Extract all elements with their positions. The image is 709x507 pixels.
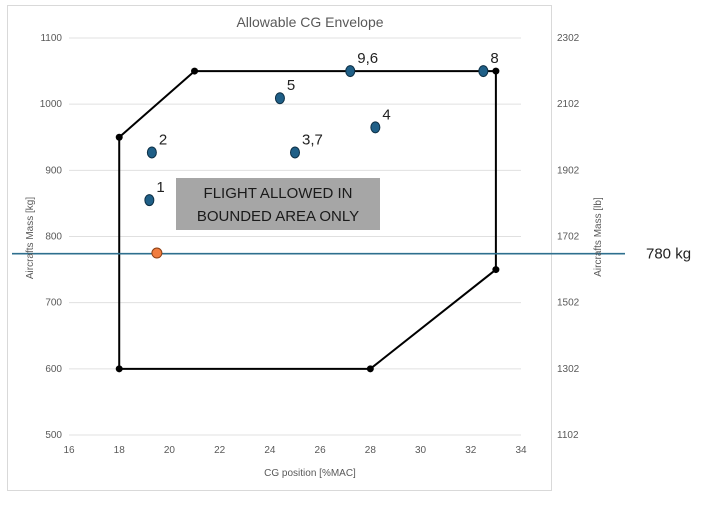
x-tick-3: 22 — [214, 445, 226, 456]
y2-tick-2: 1502 — [557, 298, 580, 309]
x-tick-1: 18 — [114, 445, 126, 456]
data-points: 1 2 5 3,7 9,6 4 8 — [144, 50, 499, 207]
data-point-label-1: 1 — [156, 179, 164, 196]
y2-tick-0: 1102 — [557, 430, 579, 441]
y-tick-1: 600 — [45, 364, 62, 375]
x-axis-label: CG position [%MAC] — [264, 468, 356, 479]
reference-line-label: 780 kg — [646, 246, 691, 263]
x-tick-0: 16 — [63, 445, 75, 456]
y2-tick-4: 1902 — [557, 165, 580, 176]
data-point-label-3: 5 — [287, 77, 295, 94]
data-point-5 — [345, 65, 356, 78]
data-point-label-6: 4 — [382, 106, 390, 123]
y-axis-ticks: 500 600 700 800 900 1000 1100 — [40, 33, 63, 441]
data-point-1 — [144, 194, 155, 207]
data-point-label-2: 2 — [159, 131, 167, 148]
banner-line-2: BOUNDED AREA ONLY — [197, 208, 359, 225]
data-point-6 — [370, 121, 381, 134]
chart-frame — [7, 5, 552, 491]
y2-axis-label: Aircrafts Mass [lb] — [593, 197, 604, 277]
banner-box — [176, 178, 380, 230]
data-point-label-4: 3,7 — [302, 131, 323, 148]
y2-tick-1: 1302 — [557, 364, 580, 375]
y2-tick-3: 1702 — [557, 232, 580, 243]
x-tick-7: 30 — [415, 445, 427, 456]
y-tick-3: 800 — [45, 232, 62, 243]
data-point-7 — [478, 65, 489, 78]
envelope-vertex-2 — [191, 67, 199, 75]
x-tick-5: 26 — [315, 445, 327, 456]
annotation-banner: FLIGHT ALLOWED IN BOUNDED AREA ONLY — [176, 178, 380, 230]
x-tick-2: 20 — [164, 445, 176, 456]
y-tick-6: 1100 — [40, 33, 62, 44]
chart-title: Allowable CG Envelope — [236, 14, 383, 30]
y-tick-0: 500 — [45, 430, 62, 441]
data-point-label-5: 9,6 — [357, 50, 378, 67]
data-point-4 — [290, 146, 300, 159]
banner-line-1: FLIGHT ALLOWED IN — [204, 185, 353, 202]
y2-tick-6: 2302 — [557, 33, 580, 44]
envelope-vertex-1 — [115, 133, 123, 141]
y-axis-label: Aircrafts Mass [kg] — [25, 197, 36, 279]
y-tick-4: 900 — [45, 165, 62, 176]
data-point-2 — [146, 146, 157, 159]
y2-tick-5: 2102 — [557, 99, 580, 110]
y2-axis-ticks: 1102 1302 1502 1702 1902 2102 2302 — [557, 33, 580, 441]
data-point-3 — [274, 92, 285, 105]
envelope-vertices — [115, 67, 500, 373]
envelope-vertex-4 — [492, 266, 500, 274]
x-tick-6: 28 — [365, 445, 377, 456]
envelope-vertex-3 — [492, 67, 500, 75]
x-tick-8: 32 — [465, 445, 477, 456]
x-axis-ticks: 16 18 20 22 24 26 28 30 32 34 — [63, 445, 527, 456]
y-tick-2: 700 — [45, 298, 62, 309]
envelope-vertex-5 — [366, 365, 374, 373]
x-tick-4: 24 — [264, 445, 276, 456]
gridlines — [69, 37, 521, 436]
x-tick-9: 34 — [515, 445, 527, 456]
current-cg-point — [151, 247, 163, 259]
y-tick-5: 1000 — [40, 99, 63, 110]
data-point-label-7: 8 — [490, 50, 498, 67]
envelope-vertex-0 — [115, 365, 123, 373]
